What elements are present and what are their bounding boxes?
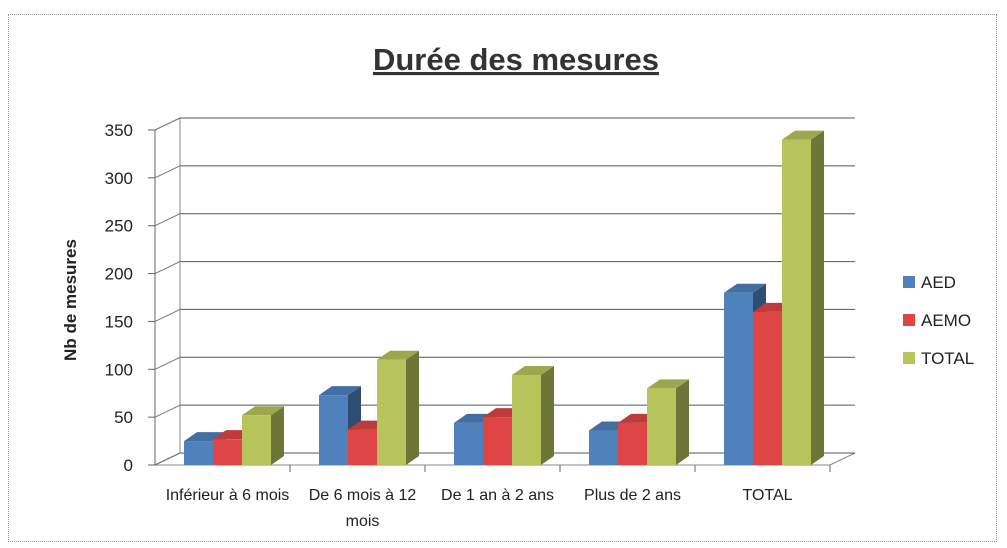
bar: [377, 350, 419, 465]
grid-line: [154, 452, 181, 466]
legend-swatch: [903, 352, 915, 364]
legend-swatch: [903, 314, 915, 326]
grid-line: [154, 308, 181, 322]
chart-frame: [8, 14, 997, 542]
bar-top: [319, 386, 361, 396]
bar: [512, 366, 554, 465]
x-tick-label: Inférieur à 6 mois: [165, 487, 290, 504]
legend-label: AED: [921, 273, 956, 292]
legend-label: AEMO: [921, 311, 971, 330]
y-tick-label: 250: [105, 217, 133, 236]
bar-front: [647, 388, 676, 465]
bar-front: [319, 395, 348, 465]
bar-top: [512, 366, 554, 376]
bar-front: [782, 139, 811, 466]
bar-side: [541, 366, 554, 465]
bar-top: [782, 130, 824, 140]
x-tick-label: De 1 an à 2 ans: [441, 487, 554, 504]
bar: [319, 386, 361, 465]
grid-line: [154, 213, 181, 227]
bar-front: [242, 415, 271, 465]
bar-front: [512, 375, 541, 465]
grid-line: [154, 165, 181, 179]
grid-line: [154, 261, 181, 275]
bar-front: [377, 359, 406, 465]
grid-line: [154, 356, 181, 370]
y-axis-label: Nb de mesures: [61, 239, 80, 361]
x-tick-label: De 6 mois à 12 mois: [308, 487, 417, 530]
x-tick-label: Plus de 2 ans: [584, 487, 681, 504]
y-tick-label: 200: [105, 265, 133, 284]
y-tick-label: 50: [114, 408, 133, 427]
bar: [782, 130, 824, 466]
grid-line: [154, 404, 181, 418]
bar-side: [811, 130, 824, 466]
bar-top: [647, 379, 689, 389]
bar-side: [676, 379, 689, 465]
legend-swatch: [903, 276, 915, 288]
y-tick-label: 0: [124, 456, 133, 475]
bar-front: [483, 417, 512, 465]
bar-front: [618, 422, 647, 465]
bar-front: [589, 430, 618, 465]
bar-front: [454, 422, 483, 465]
x-tick-label: TOTAL: [742, 487, 793, 504]
back-wall: [154, 117, 181, 466]
bar-side: [406, 350, 419, 465]
bar-side: [271, 406, 284, 465]
bar-front: [753, 311, 782, 465]
bar-front: [213, 439, 242, 465]
bar-top: [724, 283, 766, 293]
bar-front: [348, 429, 377, 465]
legend-label: TOTAL: [921, 349, 974, 368]
bar-top: [242, 406, 284, 416]
chart-title: Durée des mesures: [373, 42, 659, 77]
bar: [647, 379, 689, 465]
bar: [242, 406, 284, 465]
y-tick-label: 100: [105, 360, 133, 379]
bar-top: [377, 350, 419, 360]
bar-front: [184, 441, 213, 465]
y-tick-label: 150: [105, 312, 133, 331]
grid-line: [154, 117, 181, 131]
y-tick-label: 300: [105, 169, 133, 188]
bar-front: [724, 292, 753, 465]
y-tick-label: 350: [105, 121, 133, 140]
